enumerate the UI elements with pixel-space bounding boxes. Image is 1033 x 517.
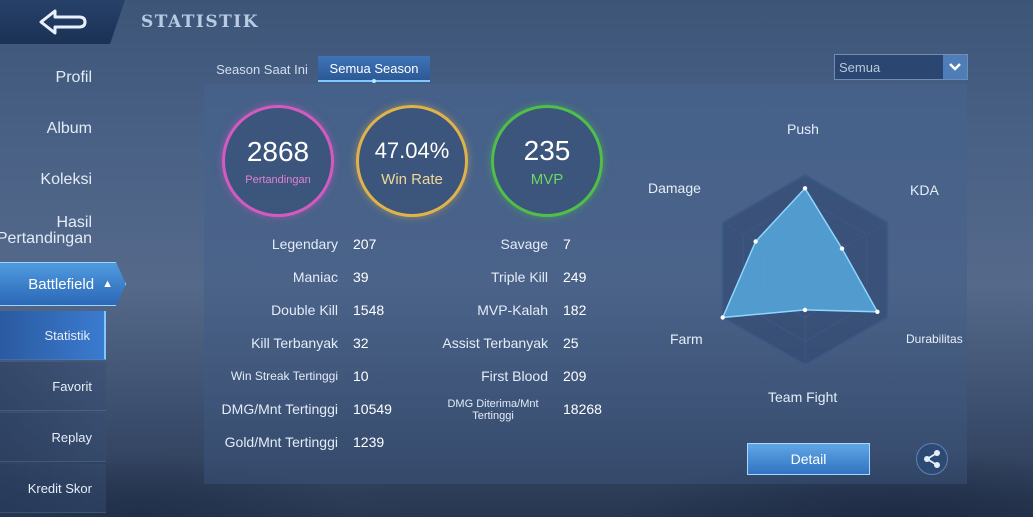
stat-label-gold-mnt: Gold/Mnt Tertinggi [224,434,338,450]
stat-label-savage: Savage [500,236,548,252]
stat-label-maniac: Maniac [292,269,338,285]
sidebar-item-label: Album [46,119,92,137]
stat-value-dmg-mnt: 10549 [353,401,392,417]
stat-value-triple-kill: 249 [563,269,587,285]
subnav-favorit[interactable]: Favorit [0,362,106,411]
winrate-ring: 47.04% Win Rate [356,105,468,217]
winrate-value: 47.04% [374,137,450,163]
stat-label-dmg-diterima: DMG Diterima/Mnt Tertinggi [447,398,539,422]
stat-label-assist-terbanyak: Assist Terbanyak [442,335,548,351]
stat-label-win-streak: Win Streak Tertinggi [230,369,338,383]
stat-value-savage: 7 [563,236,571,252]
mvp-value: 235 [523,134,571,166]
stat-value-maniac: 39 [353,269,369,285]
winrate-label: Win Rate [381,170,443,188]
radar-point-kda [839,246,845,251]
stat-label-legendary: Legendary [271,236,338,252]
share-icon [924,450,940,468]
chevron-down-icon[interactable] [943,55,967,79]
stat-value-assist-terbanyak: 25 [563,335,579,351]
back-arrow-icon [39,9,86,35]
sidebar-item-label: Battlefield [28,275,95,293]
stat-label-first-blood: First Blood [481,368,548,384]
stat-value-double-kill: 1548 [353,302,385,318]
mvp-label: MVP [530,170,564,188]
tab-label: Semua Season [329,60,419,76]
sidebar-item-hasil-pertandingan[interactable]: Hasil Pertandingan [0,205,125,256]
mvp-ring: 235 MVP [491,105,603,217]
back-button[interactable] [0,0,125,44]
tab-semua-season[interactable]: Semua Season [318,56,430,83]
stat-label-kill-terbanyak: Kill Terbanyak [251,335,338,351]
sidebar-item-battlefield[interactable]: Battlefield ▲ [0,262,126,306]
season-filter-value: Semua [839,59,881,75]
stat-label-mvp-kalah: MVP-Kalah [477,302,548,318]
chevron-up-icon: ▲ [102,278,113,290]
stat-value-win-streak: 10 [353,368,369,384]
sidebar-item-profil[interactable]: Profil [0,52,125,103]
radar-point-teamfight [802,307,808,313]
subnav-statistik[interactable]: Statistik [0,311,106,360]
sidebar-item-label: Hasil Pertandingan [0,213,92,247]
radar-chart [720,173,889,367]
radar-point-push [802,186,808,191]
sidebar-item-label: Profil [55,68,92,86]
stat-value-gold-mnt: 1239 [353,434,385,450]
stat-label-double-kill: Double Kill [271,302,338,318]
sidebar: Profil Album Koleksi Hasil Pertandingan [0,52,125,256]
detail-button[interactable]: Detail [747,443,870,475]
radar-label-push: Push [787,121,819,137]
sidebar-item-album[interactable]: Album [0,103,125,154]
tab-season-saat-ini[interactable]: Season Saat Ini [208,56,316,82]
sidebar-item-label: Koleksi [40,170,92,188]
matches-value: 2868 [246,136,310,167]
subnav-label: Replay [51,429,92,445]
radar-label-damage: Damage [648,180,701,196]
stat-value-legendary: 207 [353,236,377,252]
tab-label: Season Saat Ini [216,61,308,77]
radar-label-durabilitas: Durabilitas [906,332,963,346]
page-title: STATISTIK [141,12,260,32]
matches-label: Pertandingan [245,174,311,186]
radar-label-kda: KDA [910,182,939,198]
radar-point-damage [753,239,758,244]
season-filter-select[interactable]: Semua [834,54,968,80]
subnav-label: Favorit [52,378,92,394]
stat-value-dmg-diterima: 18268 [563,401,602,417]
matches-ring: 2868 Pertandingan [222,105,334,217]
radar-point-farm [720,315,725,320]
radar-label-farm: Farm [670,331,703,347]
sidebar-item-koleksi[interactable]: Koleksi [0,154,125,205]
stat-value-kill-terbanyak: 32 [353,335,369,351]
stat-label-dmg-mnt: DMG/Mnt Tertinggi [221,401,338,417]
stat-value-first-blood: 209 [563,368,587,384]
subnav-label: Statistik [44,327,90,343]
subnav-replay[interactable]: Replay [0,413,106,462]
share-button[interactable] [916,443,948,475]
subnav-label: Kredit Skor [27,480,92,496]
detail-button-label: Detail [790,451,827,467]
radar-label-team-fight: Team Fight [768,389,838,405]
stat-label-triple-kill: Triple Kill [490,269,548,285]
stat-value-mvp-kalah: 182 [563,302,587,318]
radar-point-durability [875,309,880,314]
subnav-kredit-skor[interactable]: Kredit Skor [0,464,106,513]
